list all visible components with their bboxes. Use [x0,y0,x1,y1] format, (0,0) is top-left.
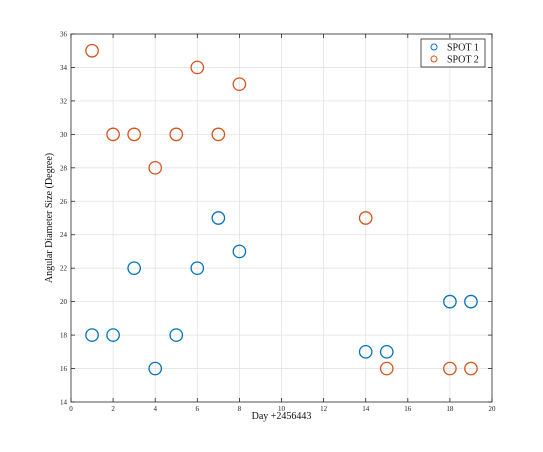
y-tick-label: 34 [60,64,68,72]
data-points [85,43,478,376]
legend-marker-spot-1 [430,43,438,51]
y-tick-label: 28 [60,164,68,172]
y-tick-label: 24 [60,231,68,239]
y-tick-label: 14 [60,399,68,407]
data-point-spot-1 [358,344,373,359]
x-tick-label: 10 [278,405,286,413]
data-point-spot-2 [148,160,163,175]
data-point-spot-2 [106,127,120,142]
x-tick-label: 4 [153,405,157,413]
data-point-spot-1 [85,328,99,342]
legend-box [420,38,486,68]
data-point-spot-2 [379,361,394,376]
data-point-spot-1 [190,261,205,276]
y-tick-label: 32 [60,97,68,105]
y-tick-label: 16 [60,365,68,373]
data-point-spot-2 [190,60,205,75]
legend-label-spot-2: SPOT 2 [447,55,479,66]
y-tick-label: 22 [60,265,68,273]
data-point-spot-1 [127,261,141,276]
y-axis-title: Angular Diameter Size (Degree) [44,153,55,283]
x-tick-label: 20 [489,405,497,413]
data-point-spot-1 [211,211,226,225]
data-point-spot-1 [379,344,394,359]
data-point-spot-1 [232,244,247,259]
y-tick-label: 30 [60,131,68,139]
x-tick-label: 6 [196,405,200,413]
data-point-spot-1 [443,294,457,309]
data-point-spot-1 [106,328,120,342]
x-axis-title: Day +2456443 [252,411,312,422]
data-point-spot-2 [127,127,141,142]
y-tick-label: 18 [60,332,68,340]
data-point-spot-1 [464,294,478,309]
data-point-spot-1 [169,328,184,342]
x-tick-label: 18 [446,405,454,413]
data-point-spot-2 [85,43,99,58]
data-point-spot-1 [148,361,163,376]
axis-ticks: 0 2 4 6 8 10 12 14 16 18 2014161820222426283032343… [60,31,496,414]
data-point-spot-2 [211,127,226,142]
x-tick-label: 8 [238,405,242,413]
legend-marker-spot-2 [430,55,438,63]
x-tick-label: 0 [69,405,73,413]
x-tick-label: 2 [111,405,115,413]
data-point-spot-2 [464,361,478,376]
data-point-spot-2 [358,211,373,225]
y-tick-label: 26 [60,198,68,206]
x-tick-label: 14 [362,405,370,413]
data-point-spot-2 [443,361,457,376]
legend-label-spot-1: SPOT 1 [447,43,479,54]
x-tick-label: 12 [320,405,328,413]
y-tick-label: 20 [60,298,68,306]
grid-lines [71,34,492,402]
legend: SPOT 1 SPOT 2 [420,38,486,68]
data-point-spot-2 [232,77,247,92]
y-tick-label: 36 [60,31,68,39]
x-tick-label: 16 [404,405,412,413]
data-point-spot-2 [169,127,184,142]
